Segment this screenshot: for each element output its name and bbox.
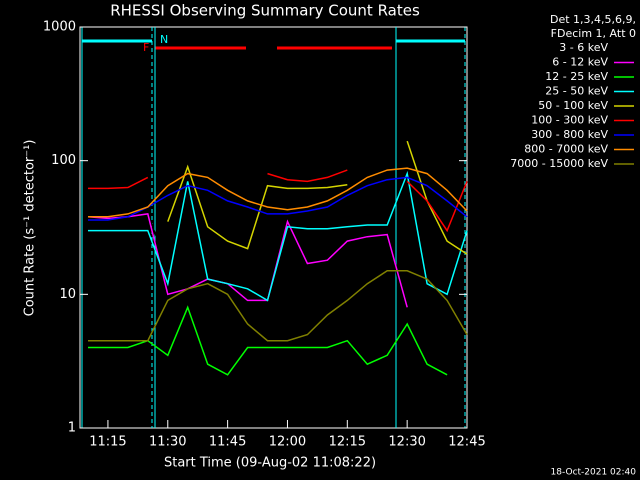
- chart-title: RHESSI Observing Summary Count Rates: [110, 2, 420, 20]
- legend-label: 300 - 800 keV: [531, 128, 608, 141]
- series-line: [88, 270, 468, 342]
- x-tick-label: 12:30: [388, 435, 425, 450]
- y-axis-label: Count Rate (s⁻¹ detector⁻¹): [23, 140, 38, 317]
- plot-frame: [79, 26, 468, 429]
- legend-label: 3 - 6 keV: [559, 41, 608, 54]
- legend-header: FDecim 1, Att 0: [551, 27, 636, 40]
- series-line: [167, 140, 468, 255]
- legend-label: 25 - 50 keV: [545, 85, 608, 98]
- series-line: [88, 169, 468, 233]
- x-axis-label: Start Time (09-Aug-02 11:08:22): [164, 456, 376, 471]
- night-label: N: [160, 33, 168, 46]
- series-line: [88, 176, 468, 221]
- y-tick-label: 10: [59, 287, 76, 302]
- legend-label: 50 - 100 keV: [538, 99, 608, 112]
- legend-label: 100 - 300 keV: [531, 114, 608, 127]
- legend-label: 7000 - 15000 keV: [510, 157, 608, 170]
- series-line: [87, 213, 408, 308]
- flare-label: F: [143, 41, 149, 54]
- legend-header: Det 1,3,4,5,6,9,: [550, 13, 636, 26]
- legend-label: 800 - 7000 keV: [524, 143, 608, 156]
- series-line: [88, 167, 468, 218]
- legend-label: 12 - 25 keV: [545, 70, 608, 83]
- x-tick-label: 12:45: [448, 435, 485, 450]
- y-tick-label: 1000: [43, 20, 76, 35]
- series-line: [88, 170, 468, 302]
- x-tick-label: 12:15: [329, 435, 366, 450]
- x-tick-label: 11:45: [209, 435, 246, 450]
- x-tick-label: 12:00: [269, 435, 306, 450]
- legend-label: 6 - 12 keV: [552, 56, 608, 69]
- y-tick-label: 100: [51, 153, 76, 168]
- y-tick-label: 1: [68, 421, 76, 436]
- x-tick-label: 11:30: [149, 435, 186, 450]
- footer: 18-Oct-2021 02:40: [551, 468, 637, 478]
- series-line: [87, 205, 408, 348]
- x-tick-label: 11:15: [89, 435, 126, 450]
